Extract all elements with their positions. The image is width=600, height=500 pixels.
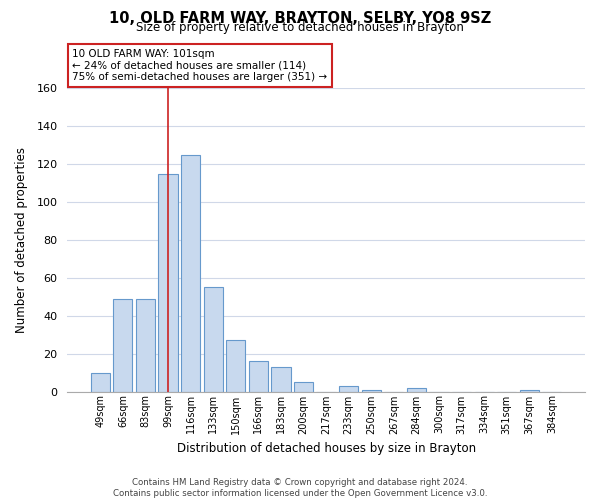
X-axis label: Distribution of detached houses by size in Brayton: Distribution of detached houses by size … xyxy=(176,442,476,455)
Bar xyxy=(113,298,133,392)
Text: 10 OLD FARM WAY: 101sqm
← 24% of detached houses are smaller (114)
75% of semi-d: 10 OLD FARM WAY: 101sqm ← 24% of detache… xyxy=(73,49,328,82)
Bar xyxy=(181,154,200,392)
Bar xyxy=(249,361,268,392)
Bar xyxy=(271,367,290,392)
Text: 10, OLD FARM WAY, BRAYTON, SELBY, YO8 9SZ: 10, OLD FARM WAY, BRAYTON, SELBY, YO8 9S… xyxy=(109,11,491,26)
Bar xyxy=(362,390,381,392)
Bar xyxy=(294,382,313,392)
Y-axis label: Number of detached properties: Number of detached properties xyxy=(15,147,28,333)
Bar xyxy=(226,340,245,392)
Bar xyxy=(407,388,426,392)
Bar xyxy=(158,174,178,392)
Bar xyxy=(339,386,358,392)
Bar xyxy=(91,372,110,392)
Bar xyxy=(136,298,155,392)
Text: Size of property relative to detached houses in Brayton: Size of property relative to detached ho… xyxy=(136,21,464,34)
Text: Contains HM Land Registry data © Crown copyright and database right 2024.
Contai: Contains HM Land Registry data © Crown c… xyxy=(113,478,487,498)
Bar xyxy=(203,288,223,392)
Bar xyxy=(520,390,539,392)
